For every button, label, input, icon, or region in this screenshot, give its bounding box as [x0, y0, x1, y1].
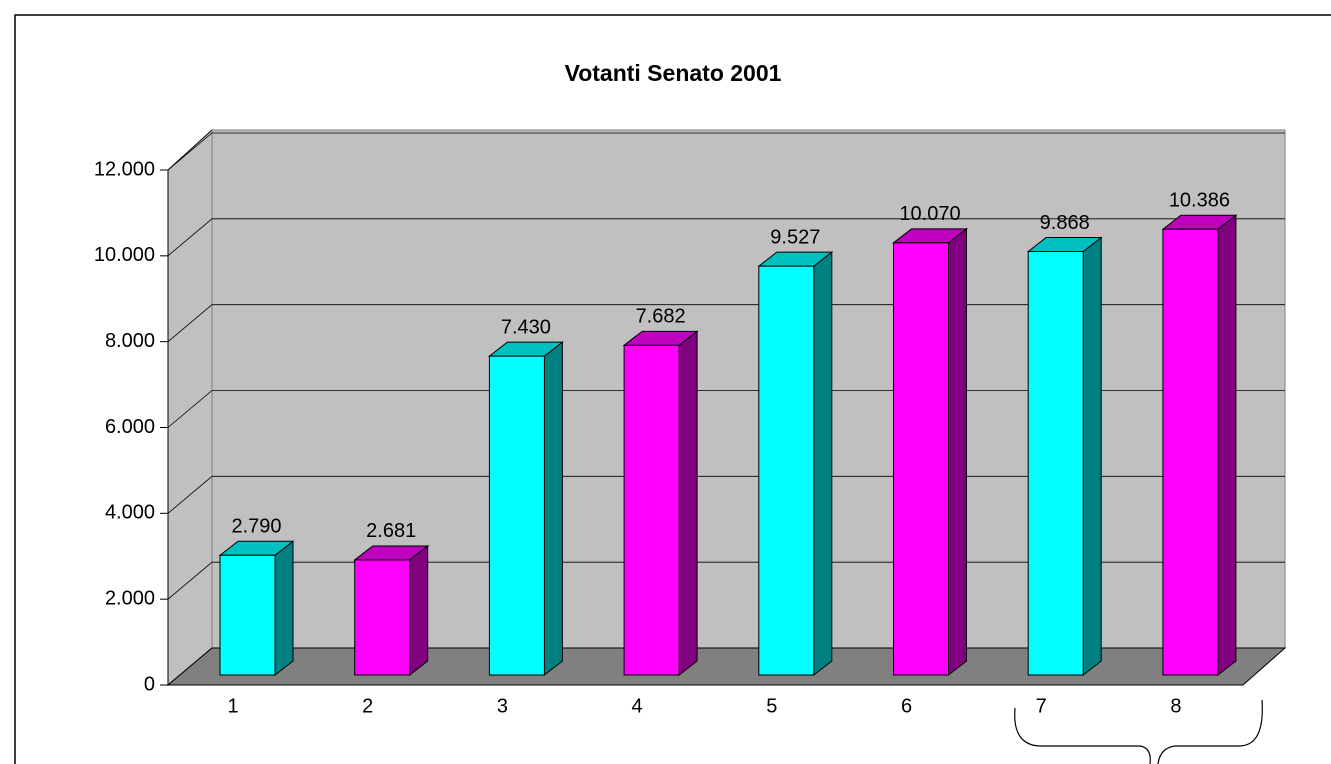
brace — [1014, 699, 1263, 764]
y-tick-label: 6.000 — [105, 416, 155, 438]
bar — [354, 559, 411, 676]
x-tick-label: 3 — [497, 695, 508, 717]
x-tick-label: 1 — [227, 695, 238, 717]
chart-title: Votanti Senato 2001 — [565, 60, 782, 86]
y-tick-label: 8.000 — [105, 330, 155, 352]
x-tick-label: 8 — [1170, 695, 1181, 717]
y-tick-label: 12.000 — [94, 158, 155, 180]
bar-side — [1217, 214, 1237, 677]
side-wall — [167, 128, 213, 687]
floor — [166, 647, 1287, 686]
bar — [1162, 228, 1219, 676]
value-label: 7.682 — [636, 306, 686, 328]
bar-side — [1082, 236, 1102, 677]
bar-side — [813, 251, 833, 677]
x-tick-label: 7 — [1036, 695, 1047, 717]
value-label: 10.070 — [899, 203, 960, 225]
y-tick-label: 10.000 — [94, 244, 155, 266]
bar — [219, 554, 276, 676]
x-tick-label: 2 — [362, 695, 373, 717]
bar — [758, 265, 815, 676]
bar-side — [409, 544, 429, 677]
value-label: 9.527 — [770, 226, 820, 248]
x-tick-label: 6 — [901, 695, 912, 717]
bar — [1027, 250, 1084, 676]
x-tick-label: 5 — [766, 695, 777, 717]
bar-side — [274, 540, 294, 677]
value-label: 10.386 — [1169, 190, 1230, 212]
bar-side — [678, 330, 698, 677]
value-label: 9.868 — [1040, 212, 1090, 234]
y-tick-label: 0 — [144, 673, 155, 695]
grid-line — [167, 218, 1285, 257]
value-label: 7.430 — [501, 316, 551, 338]
value-label: 2.790 — [231, 516, 281, 538]
bar-side — [543, 341, 563, 677]
x-tick-label: 4 — [632, 695, 643, 717]
value-label: 2.681 — [366, 520, 416, 542]
bar — [893, 242, 949, 676]
y-tick-label: 2.000 — [105, 587, 155, 609]
grid-line — [167, 132, 1285, 171]
y-tick-label: 4.000 — [105, 502, 155, 524]
bar-side — [948, 227, 967, 677]
bar — [623, 344, 680, 676]
bar — [488, 355, 545, 676]
